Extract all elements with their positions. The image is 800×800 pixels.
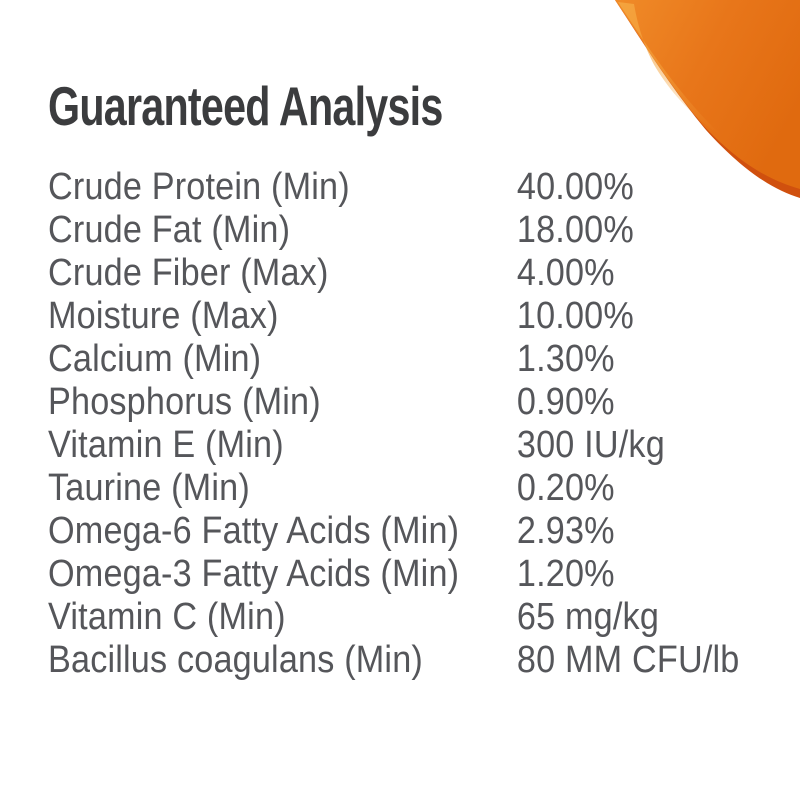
nutrient-value: 0.20%	[516, 467, 615, 509]
nutrient-value: 0.90%	[516, 381, 615, 423]
swoosh-body	[615, 0, 800, 189]
nutrient-label: Omega-3 Fatty Acids (Min)	[48, 553, 460, 595]
nutrient-value: 1.30%	[516, 338, 615, 380]
nutrient-label: Bacillus coagulans (Min)	[48, 639, 423, 681]
table-row: Crude Fat (Min) 18.00%	[48, 209, 714, 252]
nutrient-label: Omega-6 Fatty Acids (Min)	[48, 510, 460, 552]
table-row: Omega-3 Fatty Acids (Min) 1.20%	[48, 553, 714, 596]
table-row: Crude Fiber (Max) 4.00%	[48, 252, 714, 295]
nutrient-value: 4.00%	[516, 252, 615, 294]
nutrient-label: Calcium (Min)	[48, 338, 262, 380]
table-row: Crude Protein (Min) 40.00%	[48, 166, 714, 209]
table-row: Vitamin C (Min) 65 mg/kg	[48, 596, 714, 639]
nutrient-label: Crude Fiber (Max)	[48, 252, 329, 294]
nutrient-value: 18.00%	[516, 209, 634, 251]
nutrient-label: Phosphorus (Min)	[48, 381, 321, 423]
nutrient-label: Moisture (Max)	[48, 295, 279, 337]
table-row: Phosphorus (Min) 0.90%	[48, 381, 714, 424]
nutrient-label: Vitamin C (Min)	[48, 596, 286, 638]
table-row: Omega-6 Fatty Acids (Min) 2.93%	[48, 510, 714, 553]
table-row: Taurine (Min) 0.20%	[48, 467, 714, 510]
nutrient-label: Taurine (Min)	[48, 467, 250, 509]
nutrient-value: 10.00%	[516, 295, 634, 337]
page-title: Guaranteed Analysis	[48, 75, 443, 137]
table-row: Calcium (Min) 1.30%	[48, 338, 714, 381]
table-row: Moisture (Max) 10.00%	[48, 295, 714, 338]
nutrient-label: Crude Protein (Min)	[48, 166, 350, 208]
nutrient-label: Crude Fat (Min)	[48, 209, 291, 251]
nutrient-value: 40.00%	[516, 166, 634, 208]
nutrient-value: 300 IU/kg	[516, 424, 665, 466]
table-row: Vitamin E (Min) 300 IU/kg	[48, 424, 714, 467]
swoosh-highlight	[618, 2, 740, 147]
nutrient-label: Vitamin E (Min)	[48, 424, 284, 466]
nutrient-value: 2.93%	[516, 510, 615, 552]
analysis-table: Crude Protein (Min) 40.00% Crude Fat (Mi…	[48, 166, 739, 682]
nutrient-value: 80 MM CFU/lb	[516, 639, 740, 681]
nutrient-value: 65 mg/kg	[516, 596, 660, 638]
nutrient-value: 1.20%	[516, 553, 615, 595]
table-row: Bacillus coagulans (Min) 80 MM CFU/lb	[48, 639, 739, 682]
